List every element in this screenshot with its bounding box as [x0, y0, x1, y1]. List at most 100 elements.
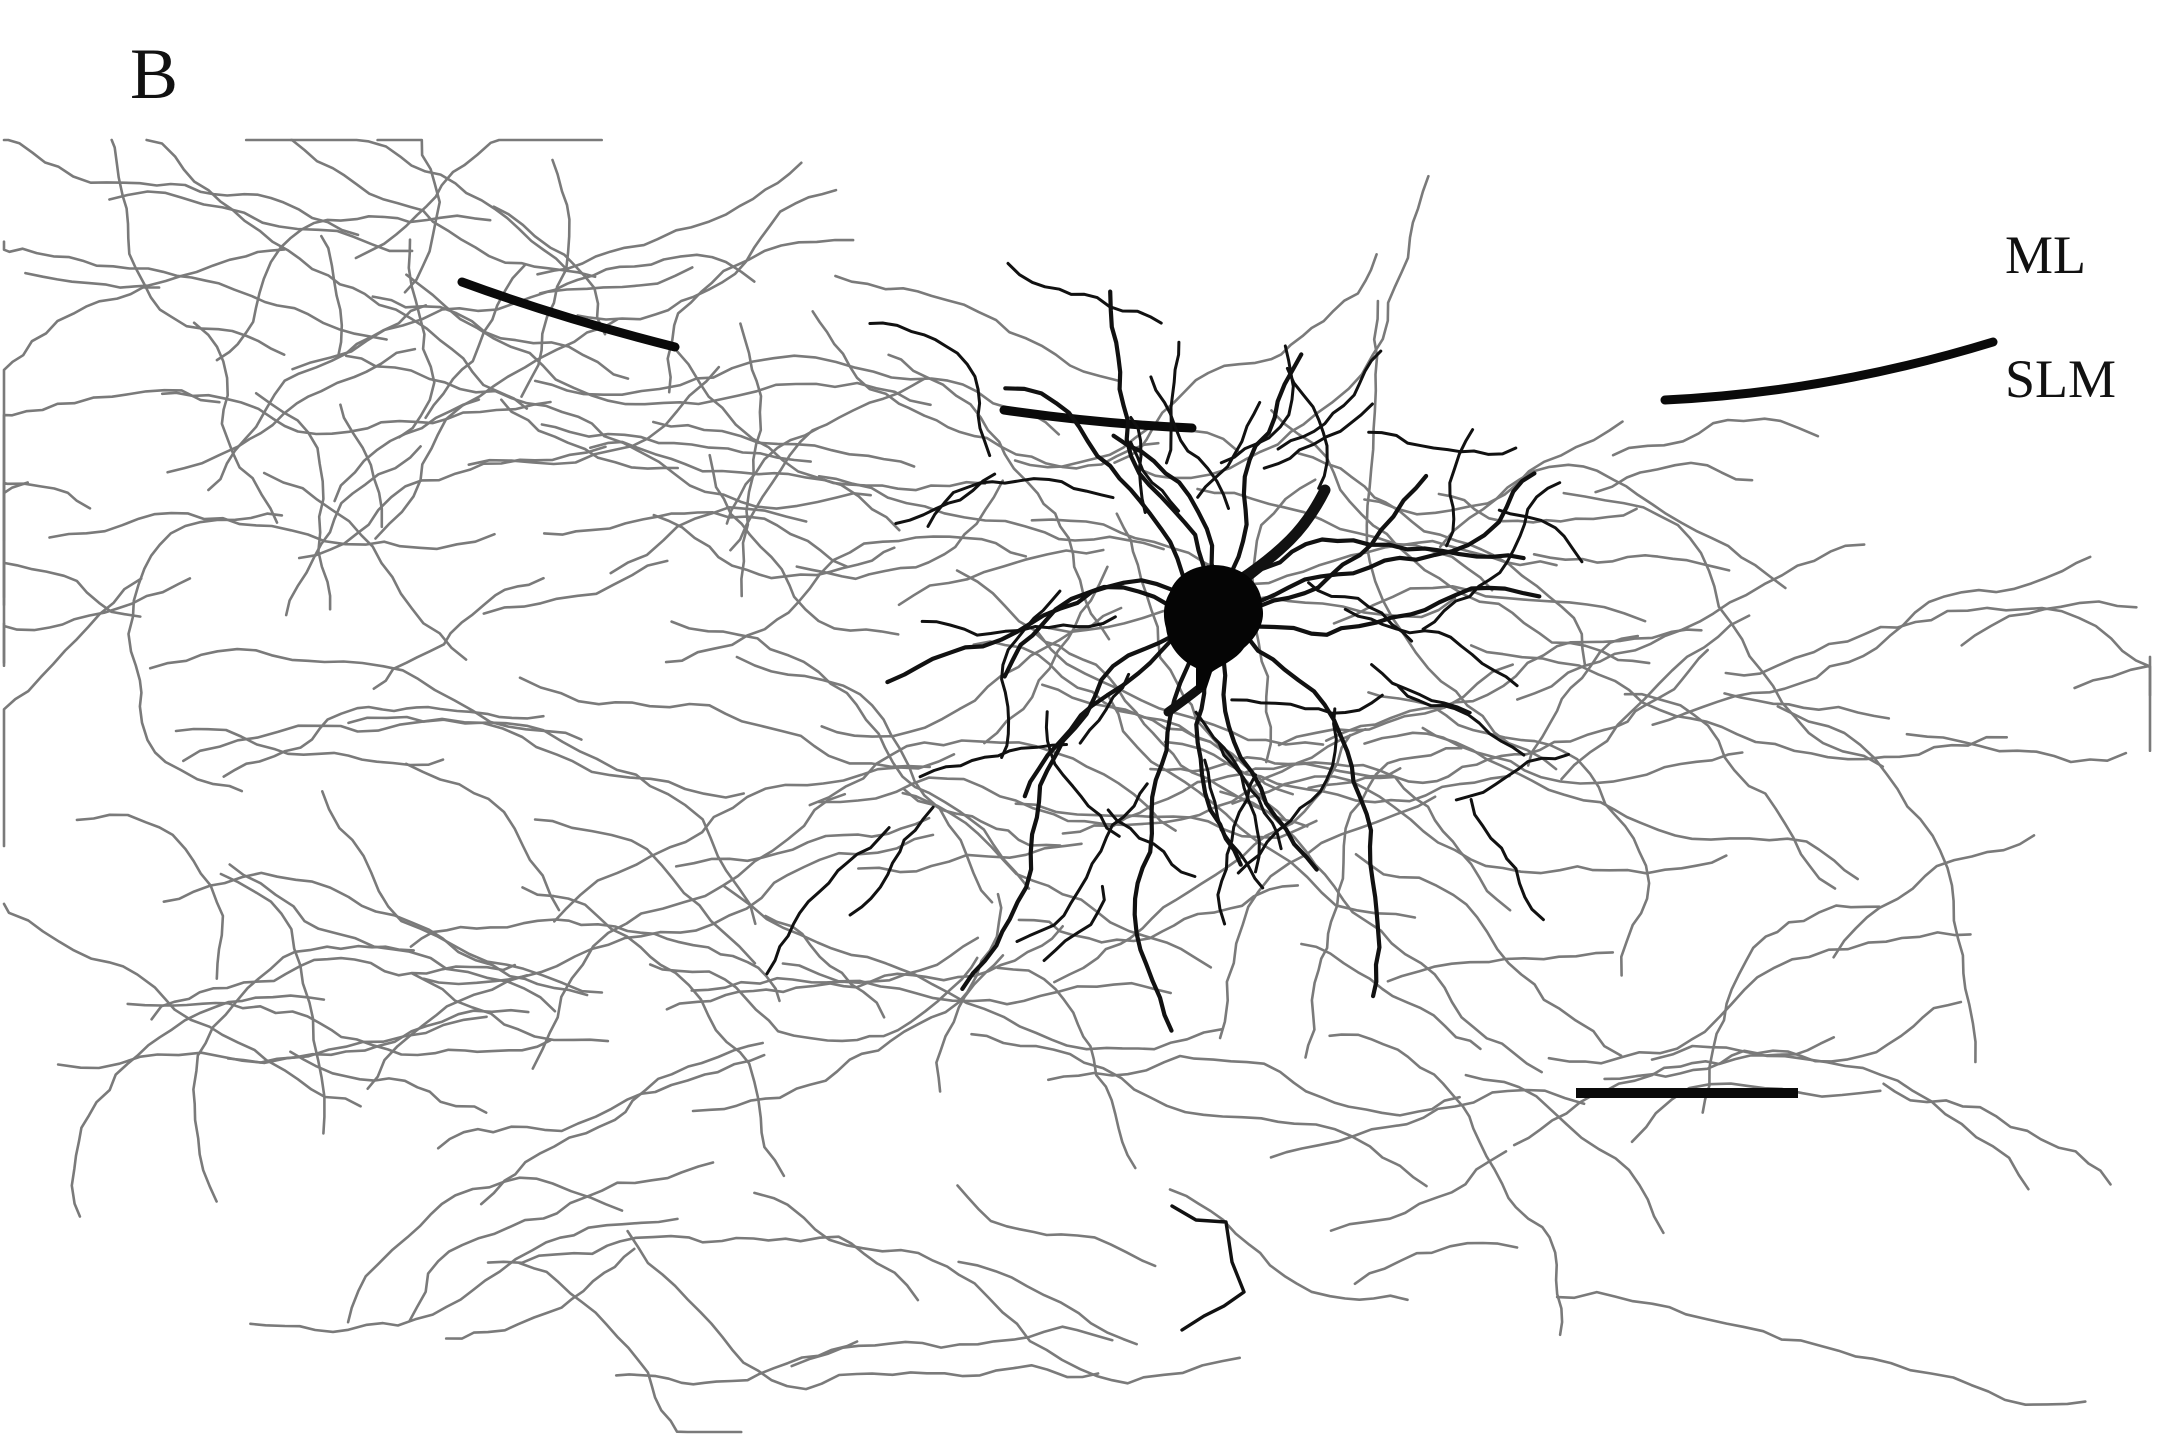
axon-fiber — [553, 753, 956, 923]
axon-fiber — [24, 248, 286, 289]
axon-fiber — [2, 561, 142, 618]
axon-fiber — [1882, 1082, 2112, 1186]
dendrite-branch — [1238, 585, 1542, 637]
dendrite-branch — [885, 578, 1189, 685]
axon-fiber — [2073, 655, 2152, 697]
axon-fiber — [664, 535, 1028, 664]
axon-fiber — [1218, 795, 1437, 1040]
axon-fiber — [1532, 553, 1731, 572]
axon-fiber — [486, 1234, 920, 1302]
dendrite-branch — [1015, 782, 1149, 943]
axon-fiber — [127, 512, 284, 793]
dendrite-branch — [1106, 808, 1197, 878]
dendrite-branch — [1111, 433, 1218, 585]
dendrite-branch — [1367, 430, 1518, 456]
axon-fiber — [518, 676, 932, 769]
axon-fiber — [817, 727, 1367, 827]
axon-fiber — [536, 161, 803, 276]
axon-fiber — [56, 1015, 488, 1070]
dendrite-branch — [960, 626, 1190, 991]
axon-fiber — [670, 620, 1031, 890]
dendrite-branch — [1002, 584, 1185, 679]
dendrite-branch — [1132, 637, 1202, 1033]
axon-fiber — [222, 705, 545, 778]
axon-fiber — [935, 954, 1005, 1093]
axon-fiber — [1464, 1073, 1665, 1235]
axon-fiber — [531, 792, 847, 1070]
axon-fiber — [108, 190, 414, 253]
axon-fiber — [354, 138, 603, 260]
axon-fiber — [520, 158, 571, 398]
dendrite-branch — [1497, 508, 1584, 564]
axon-fiber — [148, 647, 583, 741]
axon-fiber — [409, 918, 781, 1003]
axon-fiber — [436, 1053, 766, 1150]
axon-fiber — [1776, 705, 1977, 1064]
axon-fiber — [1324, 628, 1703, 742]
axon-fiber — [70, 994, 326, 1218]
axon-fiber — [1437, 492, 1638, 524]
axon-fiber — [972, 640, 1288, 822]
axon-fiber — [956, 1184, 1157, 1268]
axon-fiber — [1367, 691, 1651, 977]
axon-fiber — [1149, 756, 1512, 912]
dendrite-branch — [1149, 375, 1230, 510]
dendrite-branch — [1307, 581, 1414, 643]
dendrite-branch — [1276, 349, 1383, 451]
dendrite-branch — [1469, 798, 1545, 922]
axon-fiber — [857, 842, 1083, 874]
dendrite-branch — [1230, 693, 1384, 715]
axon-fiber — [576, 188, 838, 321]
dendrite-branch — [1129, 440, 1181, 513]
axon-fiber — [372, 576, 545, 690]
axon-fiber — [521, 886, 786, 1178]
axon-fiber — [347, 715, 757, 926]
axon-fiber — [2, 240, 388, 341]
soma — [1163, 565, 1264, 690]
axon-fiber — [533, 818, 757, 965]
axon-fiber — [1168, 1188, 1409, 1302]
axon-fiber — [1353, 1241, 1519, 1286]
axon-fiber — [321, 790, 604, 994]
axon-fiber — [609, 506, 808, 575]
dendrite-branch — [1370, 663, 1472, 715]
axon-fiber — [1332, 585, 1647, 625]
axon-fiber — [996, 966, 1137, 1170]
axon-fiber — [160, 391, 552, 436]
dendrite-branch — [765, 826, 891, 976]
axon-fiber — [1017, 884, 1300, 944]
dendrite-branch — [1230, 537, 1526, 593]
axon-fiber — [887, 353, 1111, 641]
axon-fiber — [339, 403, 384, 529]
axon-fiber — [289, 1050, 488, 1114]
axon-fiber — [811, 310, 1160, 470]
axon-fiber — [648, 956, 979, 1043]
axon-fiber — [518, 1261, 743, 1434]
axon-fiber — [1304, 746, 1463, 1059]
axon-fiber — [808, 739, 1177, 832]
axon-fiber — [834, 274, 1119, 382]
axon-fiber — [1277, 663, 1514, 747]
axon-fiber — [1363, 420, 1624, 516]
axon-fiber — [2, 138, 360, 237]
axon-fiber — [1526, 634, 1640, 767]
axon-fiber — [1723, 692, 1891, 720]
dendrite-branch — [848, 805, 935, 917]
dendrite-branch — [1196, 401, 1262, 499]
dendrite-branch — [926, 477, 1115, 528]
ml-slm-boundary — [457, 277, 1998, 433]
axon-fiber — [753, 1191, 1241, 1385]
axon-fiber — [903, 788, 1213, 969]
axon-fiber — [2, 388, 221, 599]
axon-fiber — [215, 214, 492, 362]
axon-fiber — [482, 559, 669, 615]
layer-label-slm: SLM — [2005, 349, 2117, 409]
dendrite-branch — [1239, 473, 1429, 615]
axon-fiber — [1030, 518, 1558, 586]
axon-fiber — [2, 481, 29, 665]
axon-fiber — [1138, 174, 1430, 480]
axon-fiber — [1611, 417, 1820, 457]
axon-fiber — [690, 936, 980, 992]
axon-fiber — [1328, 1033, 1564, 1337]
dendrite-branch — [1262, 402, 1374, 470]
